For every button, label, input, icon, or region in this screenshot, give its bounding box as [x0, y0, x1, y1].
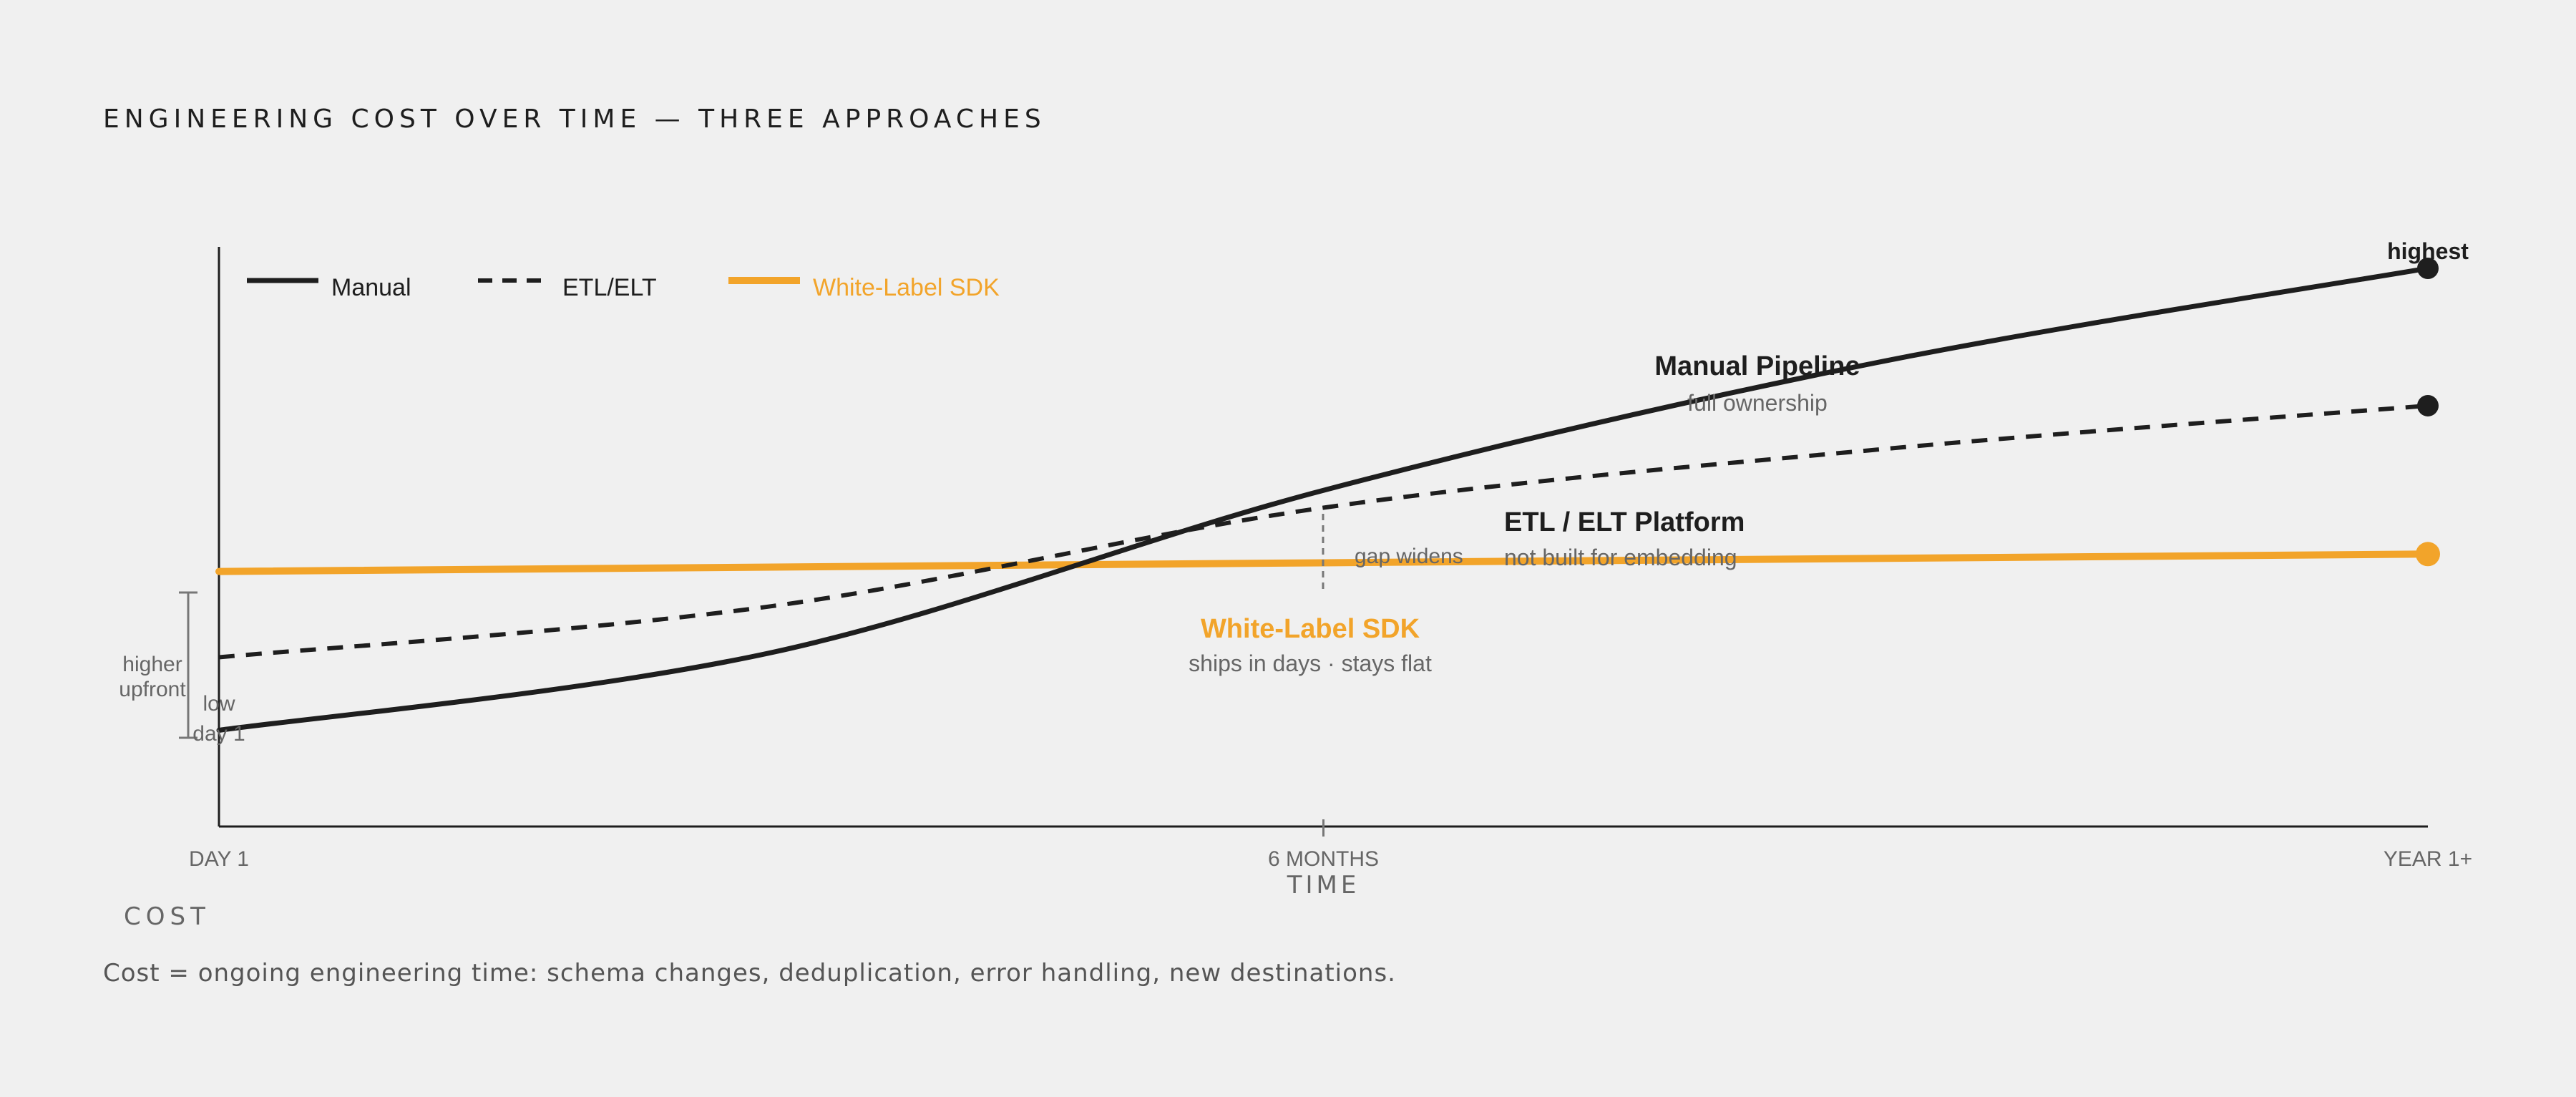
- axes: DAY 1 6 MONTHS YEAR 1+ TIME COST: [124, 247, 2472, 931]
- series-line-manual: [216, 265, 2431, 733]
- annotation-sdk-title: White-Label SDK: [1201, 614, 1420, 644]
- series-end-marker-manual: [2417, 257, 2439, 279]
- annotation-higher-upfront: higher: [122, 653, 182, 676]
- annotation-sdk-sub: ships in days · stays flat: [1189, 650, 1432, 676]
- legend-label: ETL/ELT: [562, 274, 657, 301]
- series-end-marker-etl: [2417, 394, 2439, 416]
- legend-label: White-Label SDK: [813, 274, 1000, 301]
- annotation-manual-sub: full ownership: [1687, 390, 1828, 416]
- annotations: highest Manual Pipeline full ownership ETL …: [119, 238, 2469, 746]
- annotation-gap: gap widens: [1355, 545, 1463, 568]
- x-tick-label: YEAR 1+: [2384, 847, 2472, 871]
- footnote: Cost = ongoing engineering time: schema …: [103, 959, 1396, 988]
- annotation-etl-title: ETL / ELT Platform: [1504, 507, 1745, 537]
- annotation-higher-upfront: upfront: [119, 678, 186, 701]
- y-axis-label: COST: [124, 902, 210, 931]
- chart-title: ENGINEERING COST OVER TIME — THREE APPRO…: [103, 104, 1046, 134]
- x-axis-label: TIME: [1287, 871, 1360, 899]
- annotation-etl-sub: not built for embedding: [1504, 545, 1737, 570]
- annotation-highest: highest: [2387, 238, 2469, 264]
- annotation-low-day1: low: [203, 692, 235, 716]
- series-line-etl: [218, 403, 2429, 660]
- annotation-low-day1: day 1: [192, 722, 245, 746]
- legend-label: Manual: [331, 274, 411, 301]
- x-tick-label: DAY 1: [189, 847, 249, 871]
- x-tick-label: 6 MONTHS: [1268, 847, 1379, 871]
- annotation-manual-title: Manual Pipeline: [1654, 351, 1860, 381]
- legend: Manual ETL/ELT White-Label SDK: [247, 274, 1000, 301]
- series-end-marker-sdk: [2416, 542, 2440, 567]
